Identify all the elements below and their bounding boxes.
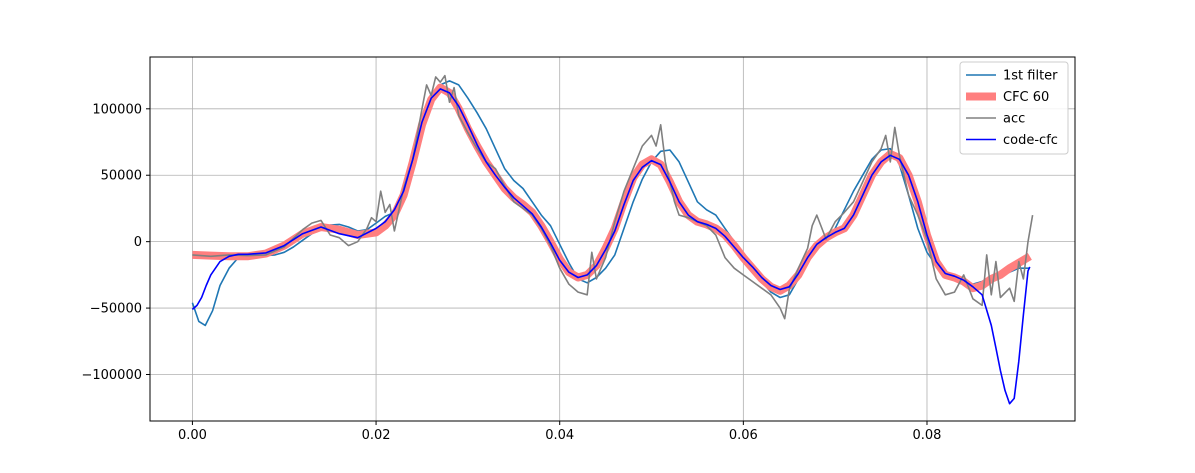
series-line-code-cfc — [191, 88, 1031, 405]
plot-lines — [191, 74, 1034, 405]
y-tick-label: −50000 — [90, 302, 142, 317]
y-tick-label: −100000 — [81, 368, 142, 383]
legend-box — [959, 61, 1069, 155]
legend-label-acc: acc — [1003, 112, 1025, 127]
x-tick-label: 0.02 — [362, 428, 391, 443]
x-tick-label: 0.04 — [545, 428, 574, 443]
legend-label-1st-filter: 1st filter — [1003, 69, 1058, 84]
legend-label-cfc-60: CFC 60 — [1003, 90, 1049, 105]
series-line-acc — [192, 74, 1034, 320]
legend: 1st filter CFC 60 acc code-cfc — [959, 61, 1069, 155]
y-tick-label: 50000 — [101, 169, 142, 184]
plot-frame — [149, 56, 1076, 422]
x-tick-label: 0.08 — [913, 428, 942, 443]
x-tick-label: 0.00 — [178, 428, 207, 443]
series-line-1st-filter — [191, 80, 1030, 327]
x-axis: 0.00 0.02 0.04 0.06 0.08 — [178, 421, 942, 443]
y-tick-label: 100000 — [92, 102, 142, 117]
y-axis: −100000 −50000 0 50000 100000 — [81, 102, 150, 383]
y-tick-label: 0 — [134, 235, 142, 250]
x-tick-label: 0.06 — [729, 428, 758, 443]
legend-label-code-cfc: code-cfc — [1003, 133, 1058, 148]
